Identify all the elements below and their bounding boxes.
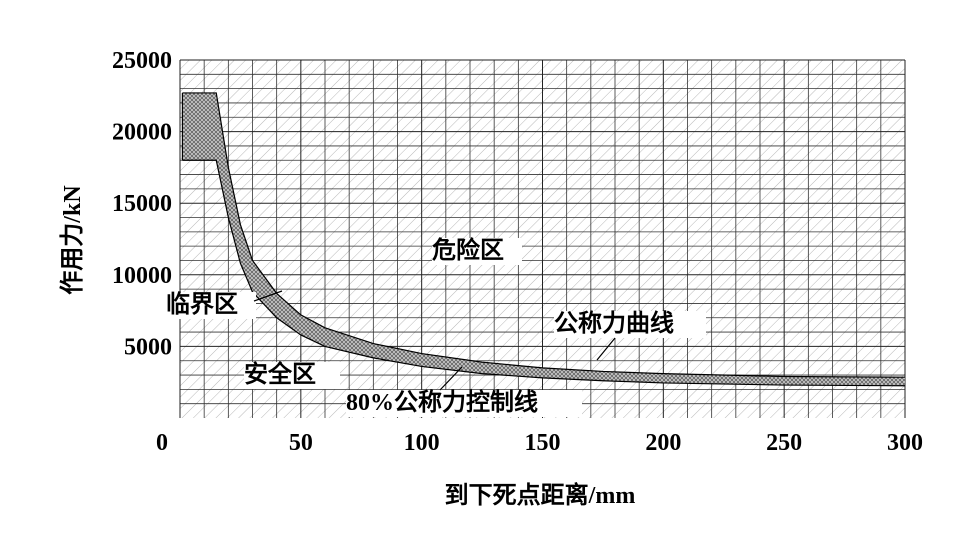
- series-line: [182, 159, 906, 387]
- zone-label-bg: [166, 292, 256, 319]
- series-label-bg: [346, 390, 582, 417]
- series-label: 80%公称力控制线: [346, 388, 538, 416]
- y-tick-label: 15000: [112, 191, 172, 217]
- y-tick-label: 5000: [124, 334, 172, 360]
- x-tick-label: 250: [766, 430, 802, 456]
- leader-line: [596, 337, 616, 361]
- leader-line: [439, 366, 463, 391]
- y-tick-label: 25000: [112, 48, 172, 74]
- x-tick-label: 100: [404, 430, 440, 456]
- series-line: [182, 92, 906, 378]
- x-tick-label: 200: [645, 430, 681, 456]
- y-axis-label: 作用力/kN: [59, 185, 86, 295]
- y-tick-label: 10000: [112, 263, 172, 289]
- x-tick-label: 150: [525, 430, 561, 456]
- zone-label-bg: [244, 362, 340, 389]
- y-tick-label: 20000: [112, 120, 172, 146]
- zone-label: 安全区: [244, 360, 316, 388]
- x-axis-label: 到下死点距离/mm: [445, 481, 636, 509]
- zone-label: 危险区: [432, 236, 504, 264]
- zone-label-bg: [432, 238, 522, 265]
- x-tick-label: 0: [156, 430, 168, 456]
- series-label: 公称力曲线: [554, 310, 674, 337]
- leader-line: [253, 290, 283, 302]
- x-tick-label: 300: [887, 430, 923, 456]
- zone-label: 临界区: [166, 290, 238, 318]
- x-tick-label: 50: [289, 430, 313, 456]
- series-label-bg: [554, 311, 706, 338]
